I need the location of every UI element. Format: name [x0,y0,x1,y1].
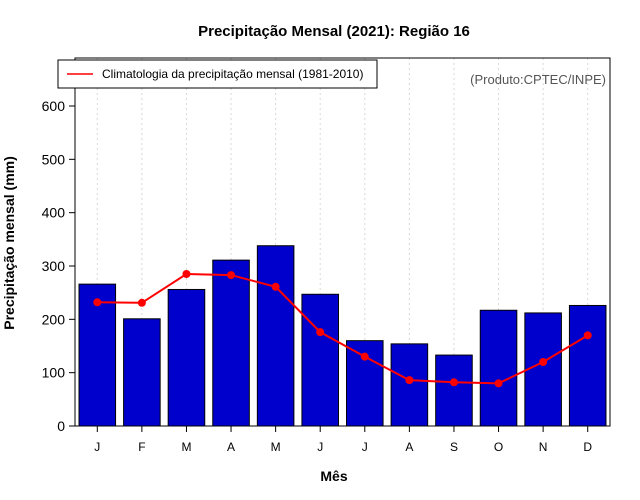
bar-9 [435,354,473,427]
bar-series [78,245,607,427]
plot-frame [74,57,611,427]
x-tick-label: J [317,440,323,454]
x-axis-label: Mês [320,468,347,484]
climatology-series [93,270,592,388]
climatology-point-4 [227,271,236,280]
y-tick-label: 0 [57,418,65,434]
x-tick-label: J [362,440,368,454]
climatology-line [97,272,589,385]
climatology-point-8 [405,376,414,385]
bar-5 [256,245,295,427]
x-tick-label: M [271,440,281,454]
climatology-point-9 [449,378,458,387]
x-tick-label: N [539,440,548,454]
legend: Climatologia da precipitação mensal (198… [57,59,378,89]
source-note: (Produto:CPTEC/INPE) [470,72,606,87]
x-tick-label: A [405,440,413,454]
climatology-point-1 [93,298,102,307]
climatology-point-2 [137,298,146,307]
climatology-point-5 [271,282,280,291]
chart-title: Precipitação Mensal (2021): Região 16 [198,23,470,40]
bar-11 [524,312,562,427]
climatology-point-7 [360,352,369,361]
climatology-point-11 [539,358,548,366]
bar-1 [78,283,117,427]
x-tick-label: M [181,440,191,454]
x-tick-label: S [450,440,458,454]
x-tick-label: F [138,440,145,454]
x-tick-label: J [94,440,100,454]
legend-label: Climatologia da precipitação mensal (198… [102,67,363,81]
y-tick-label: 500 [42,151,66,167]
y-axis: 0 100 200 300 400 500 600 [42,98,75,434]
x-tick-label: D [583,440,592,454]
y-axis-label: Precipitação mensal (mm) [1,156,17,330]
bar-12 [568,304,607,427]
x-tick-label: A [227,440,235,454]
climatology-point-10 [494,379,503,388]
bar-8 [390,343,429,427]
climatology-point-3 [182,270,191,278]
y-tick-label: 600 [42,98,66,114]
y-tick-label: 300 [42,258,66,274]
legend-box [57,59,378,89]
y-tick-label: 200 [42,311,66,327]
climatology-point-12 [583,331,592,340]
x-tick-label: O [494,440,503,454]
bar-3 [167,288,206,427]
bar-4 [212,259,250,427]
y-tick-label: 400 [42,205,66,221]
bar-2 [123,318,161,427]
y-tick-label: 100 [42,365,66,381]
bar-6 [301,293,339,427]
climatology-point-6 [316,328,325,337]
bar-10 [479,309,518,427]
